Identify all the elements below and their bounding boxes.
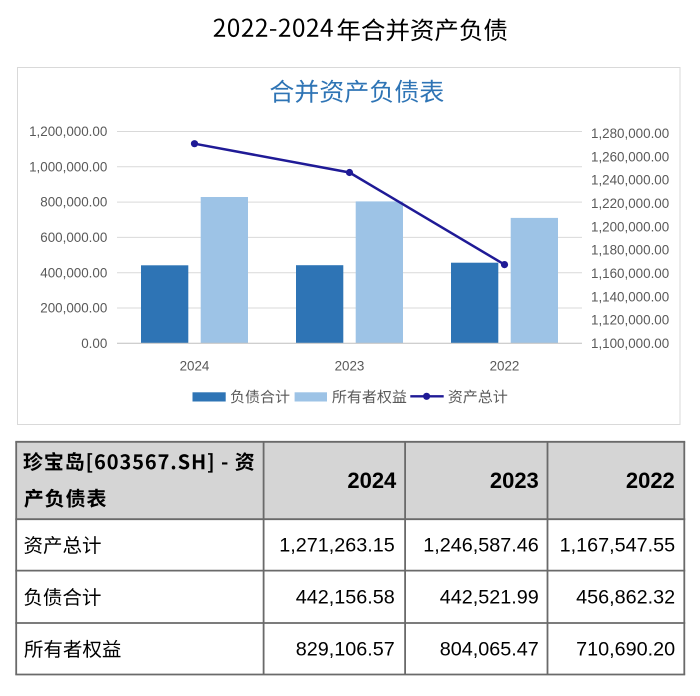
svg-text:1,167,547.55: 1,167,547.55 xyxy=(560,534,676,556)
svg-text:442,521.99: 442,521.99 xyxy=(440,586,539,608)
svg-text:800,000.00: 800,000.00 xyxy=(40,195,107,210)
svg-text:456,862.32: 456,862.32 xyxy=(576,586,675,608)
svg-text:1,200,000.00: 1,200,000.00 xyxy=(29,124,107,139)
svg-text:2023: 2023 xyxy=(490,468,539,493)
svg-text:400,000.00: 400,000.00 xyxy=(40,265,107,280)
svg-text:1,000,000.00: 1,000,000.00 xyxy=(29,159,107,174)
svg-text:1,240,000.00: 1,240,000.00 xyxy=(591,173,669,188)
svg-text:200,000.00: 200,000.00 xyxy=(40,301,107,316)
svg-text:442,156.58: 442,156.58 xyxy=(296,586,395,608)
svg-text:1,160,000.00: 1,160,000.00 xyxy=(591,266,669,281)
svg-text:710,690.20: 710,690.20 xyxy=(576,638,675,660)
svg-text:1,280,000.00: 1,280,000.00 xyxy=(591,126,669,141)
svg-text:1,271,263.15: 1,271,263.15 xyxy=(279,534,395,556)
svg-text:829,106.57: 829,106.57 xyxy=(296,638,395,660)
svg-text:1,180,000.00: 1,180,000.00 xyxy=(591,243,669,258)
svg-text:1,200,000.00: 1,200,000.00 xyxy=(591,219,669,234)
svg-text:1,246,587.46: 1,246,587.46 xyxy=(423,534,539,556)
svg-text:1,220,000.00: 1,220,000.00 xyxy=(591,196,669,211)
svg-text:2022: 2022 xyxy=(626,468,675,493)
svg-text:1,120,000.00: 1,120,000.00 xyxy=(591,313,669,328)
svg-text:1,100,000.00: 1,100,000.00 xyxy=(591,336,669,351)
svg-text:2023: 2023 xyxy=(335,358,365,373)
svg-text:2022: 2022 xyxy=(490,358,520,373)
svg-text:804,065.47: 804,065.47 xyxy=(440,638,539,660)
svg-text:2024: 2024 xyxy=(347,468,397,493)
svg-text:600,000.00: 600,000.00 xyxy=(40,230,107,245)
svg-text:0.00: 0.00 xyxy=(81,336,107,351)
svg-text:1,260,000.00: 1,260,000.00 xyxy=(591,149,669,164)
svg-text:1,140,000.00: 1,140,000.00 xyxy=(591,289,669,304)
svg-text:2024: 2024 xyxy=(180,358,210,373)
